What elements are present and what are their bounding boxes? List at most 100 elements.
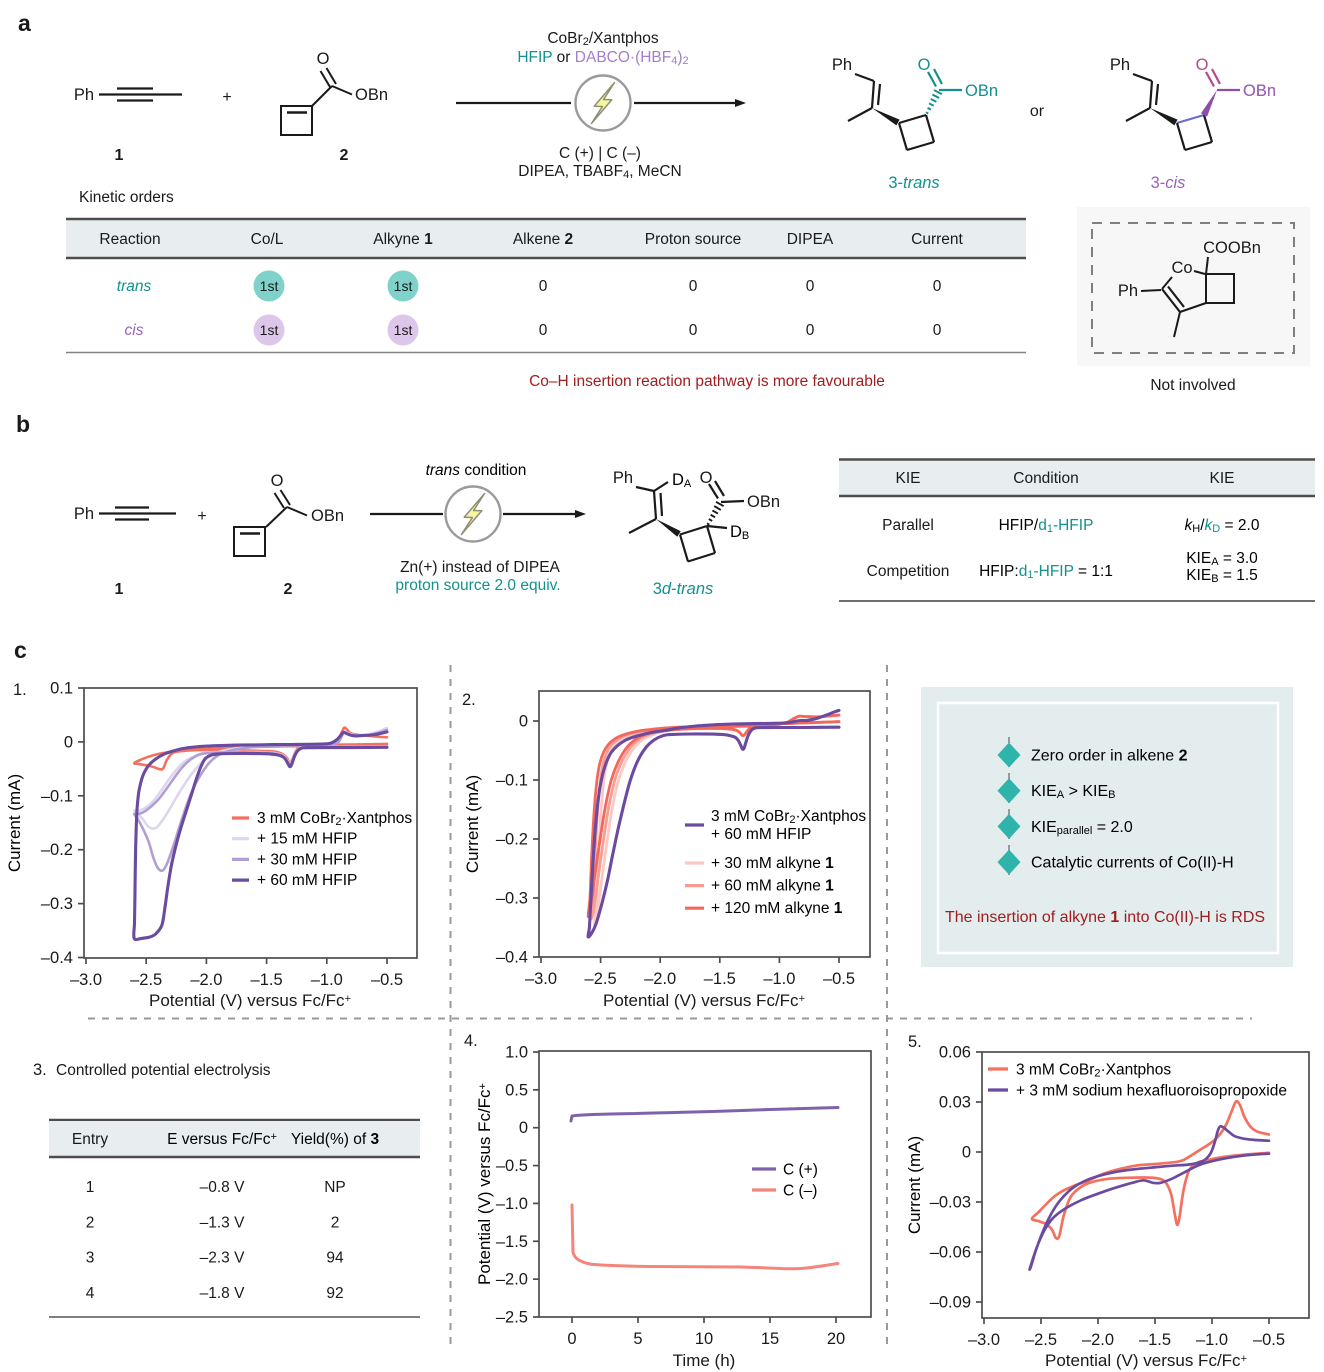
svg-text:Ph: Ph bbox=[613, 469, 633, 487]
svg-text:Reaction: Reaction bbox=[99, 231, 160, 248]
svg-text:Co: Co bbox=[1171, 259, 1192, 277]
svg-text:OBn: OBn bbox=[1243, 82, 1276, 100]
svg-text:O: O bbox=[271, 472, 284, 490]
svg-text:1.: 1. bbox=[13, 681, 27, 699]
svg-text:–0.8 V: –0.8 V bbox=[200, 1179, 245, 1196]
svg-text:DIPEA: DIPEA bbox=[787, 231, 834, 248]
svg-text:Catalytic currents of Co(II)-H: Catalytic currents of Co(II)-H bbox=[1031, 855, 1234, 872]
svg-text:–0.3: –0.3 bbox=[496, 890, 528, 908]
svg-text:C (+) | C (–): C (+) | C (–) bbox=[559, 145, 641, 162]
svg-text:1: 1 bbox=[86, 1179, 95, 1196]
svg-text:–0.5: –0.5 bbox=[496, 1157, 528, 1175]
svg-text:Time (h): Time (h) bbox=[673, 1351, 736, 1370]
svg-text:CoBr2/Xantphos: CoBr2/Xantphos bbox=[547, 30, 659, 48]
svg-text:2: 2 bbox=[331, 1214, 340, 1231]
svg-text:0: 0 bbox=[539, 322, 548, 339]
svg-text:5: 5 bbox=[633, 1330, 642, 1348]
svg-text:0: 0 bbox=[806, 278, 815, 295]
svg-text:–2.5: –2.5 bbox=[496, 1308, 528, 1326]
svg-text:–0.1: –0.1 bbox=[496, 772, 528, 790]
svg-text:Ph: Ph bbox=[74, 86, 94, 104]
svg-text:5.: 5. bbox=[908, 1033, 922, 1051]
svg-text:E versus Fc/Fc+: E versus Fc/Fc+ bbox=[167, 1131, 277, 1148]
svg-text:NP: NP bbox=[324, 1179, 346, 1196]
svg-text:–2.0: –2.0 bbox=[644, 970, 676, 988]
svg-text:–2.5: –2.5 bbox=[130, 971, 162, 989]
svg-text:0.5: 0.5 bbox=[505, 1081, 528, 1099]
svg-text:3-trans: 3-trans bbox=[888, 174, 939, 192]
svg-text:+ 120 mM alkyne 1: + 120 mM alkyne 1 bbox=[711, 900, 843, 917]
svg-text:+ 60 mM HFIP: + 60 mM HFIP bbox=[711, 826, 811, 843]
svg-text:–1.8 V: –1.8 V bbox=[200, 1285, 245, 1302]
svg-text:Controlled potential electroly: Controlled potential electrolysis bbox=[56, 1062, 271, 1079]
svg-text:–0.06: –0.06 bbox=[930, 1244, 971, 1262]
svg-text:Alkene 2: Alkene 2 bbox=[513, 231, 573, 248]
svg-text:KIEB = 1.5: KIEB = 1.5 bbox=[1186, 567, 1258, 585]
svg-text:Co/L: Co/L bbox=[251, 231, 284, 248]
svg-text:0: 0 bbox=[933, 322, 942, 339]
svg-text:–0.2: –0.2 bbox=[41, 841, 73, 859]
svg-text:Ph: Ph bbox=[1110, 56, 1130, 74]
svg-text:–2.5: –2.5 bbox=[585, 970, 617, 988]
svg-text:cis: cis bbox=[125, 322, 144, 339]
svg-text:–2.0: –2.0 bbox=[190, 971, 222, 989]
svg-text:2: 2 bbox=[340, 147, 349, 164]
svg-text:15: 15 bbox=[761, 1330, 779, 1348]
svg-text:The insertion of alkyne 1 into: The insertion of alkyne 1 into Co(II)-H … bbox=[945, 909, 1265, 926]
svg-text:trans: trans bbox=[117, 278, 152, 295]
svg-text:OBn: OBn bbox=[355, 86, 388, 104]
svg-text:KIE: KIE bbox=[1210, 470, 1235, 487]
svg-text:Condition: Condition bbox=[1013, 470, 1079, 487]
svg-text:2: 2 bbox=[86, 1214, 95, 1231]
svg-text:20: 20 bbox=[827, 1330, 845, 1348]
svg-text:DB: DB bbox=[730, 523, 749, 542]
svg-text:–2.5: –2.5 bbox=[1025, 1331, 1057, 1349]
svg-text:or: or bbox=[1030, 103, 1045, 120]
svg-text:0: 0 bbox=[64, 733, 73, 751]
svg-text:Not involved: Not involved bbox=[1150, 377, 1235, 394]
svg-text:0.1: 0.1 bbox=[50, 680, 73, 698]
svg-text:0: 0 bbox=[689, 322, 698, 339]
svg-text:KIEparallel = 2.0: KIEparallel = 2.0 bbox=[1031, 819, 1133, 837]
svg-text:0: 0 bbox=[933, 278, 942, 295]
svg-text:–0.4: –0.4 bbox=[496, 949, 528, 967]
svg-text:–3.0: –3.0 bbox=[968, 1331, 1000, 1349]
svg-text:3: 3 bbox=[86, 1250, 95, 1267]
svg-text:OBn: OBn bbox=[1243, 82, 1276, 100]
svg-text:–1.0: –1.0 bbox=[763, 970, 795, 988]
svg-text:3 mM CoBr2·Xantphos: 3 mM CoBr2·Xantphos bbox=[711, 808, 866, 826]
svg-text:Yield(%) of 3: Yield(%) of 3 bbox=[291, 1131, 380, 1148]
svg-text:0: 0 bbox=[519, 1119, 528, 1137]
svg-text:1st: 1st bbox=[394, 322, 413, 338]
svg-text:Current (mA): Current (mA) bbox=[463, 775, 482, 873]
svg-text:–1.5: –1.5 bbox=[496, 1233, 528, 1251]
svg-text:–0.2: –0.2 bbox=[496, 831, 528, 849]
svg-text:0: 0 bbox=[567, 1330, 576, 1348]
svg-text:1: 1 bbox=[115, 581, 124, 598]
svg-text:OBn: OBn bbox=[965, 82, 998, 100]
svg-text:b: b bbox=[16, 411, 30, 437]
svg-text:–1.0: –1.0 bbox=[496, 1195, 528, 1213]
svg-text:a: a bbox=[18, 10, 31, 36]
svg-text:DA: DA bbox=[672, 471, 692, 490]
svg-text:+ 30 mM HFIP: + 30 mM HFIP bbox=[257, 851, 357, 868]
svg-text:3d-trans: 3d-trans bbox=[653, 580, 714, 598]
svg-text:92: 92 bbox=[326, 1285, 343, 1302]
svg-text:–3.0: –3.0 bbox=[525, 970, 557, 988]
svg-text:O: O bbox=[700, 469, 713, 487]
svg-text:4: 4 bbox=[86, 1285, 95, 1302]
svg-text:C (–): C (–) bbox=[783, 1183, 817, 1200]
svg-text:kH/kD = 2.0: kH/kD = 2.0 bbox=[1185, 517, 1260, 535]
svg-text:–2.3 V: –2.3 V bbox=[200, 1250, 245, 1267]
svg-text:–0.03: –0.03 bbox=[930, 1194, 971, 1212]
svg-text:1st: 1st bbox=[260, 322, 279, 338]
svg-text:–1.5: –1.5 bbox=[251, 971, 283, 989]
svg-text:–0.1: –0.1 bbox=[41, 787, 73, 805]
svg-text:Potential (V) versus Fc/Fc+: Potential (V) versus Fc/Fc+ bbox=[603, 991, 805, 1010]
svg-text:–1.5: –1.5 bbox=[704, 970, 736, 988]
svg-text:–0.5: –0.5 bbox=[371, 971, 403, 989]
svg-text:3.: 3. bbox=[33, 1061, 47, 1079]
svg-text:KIE: KIE bbox=[896, 470, 921, 487]
svg-text:0: 0 bbox=[539, 278, 548, 295]
svg-text:–3.0: –3.0 bbox=[70, 971, 102, 989]
